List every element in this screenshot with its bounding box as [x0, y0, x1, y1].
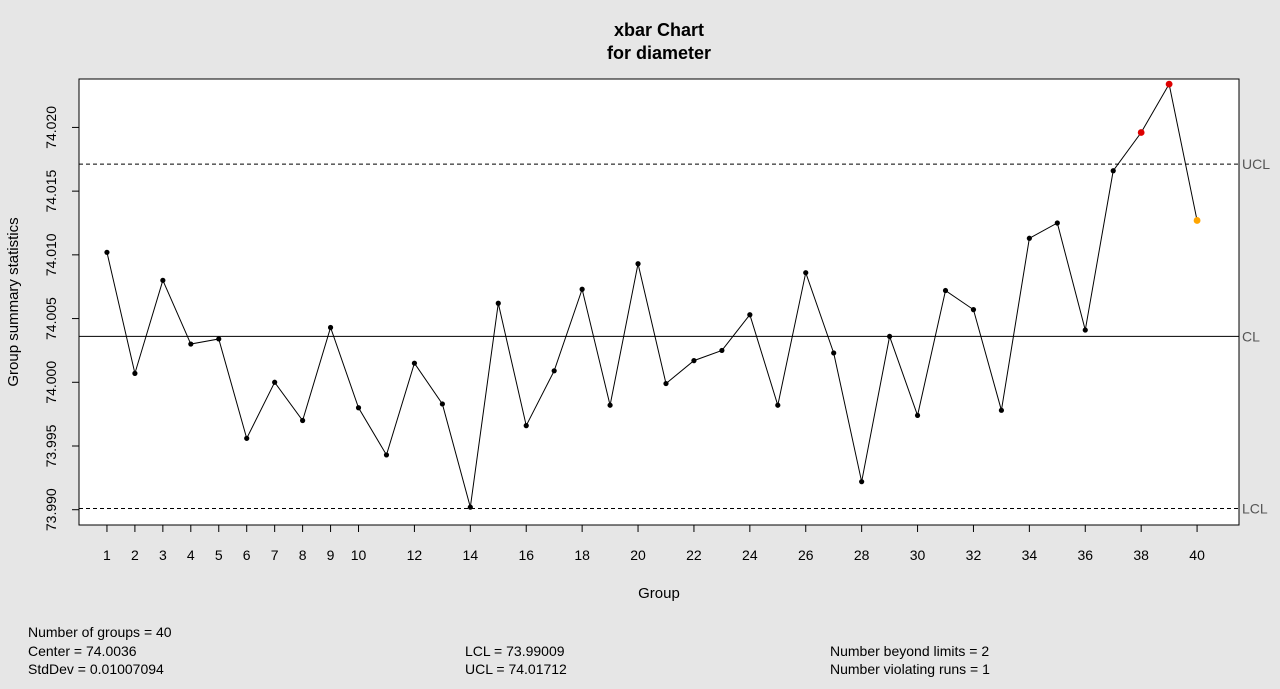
data-point-beyond-limits: [1165, 80, 1173, 88]
chart-subtitle: for diameter: [607, 43, 711, 63]
x-tick-label: 8: [299, 547, 307, 563]
ucl-label: UCL: [1242, 156, 1270, 172]
x-tick-label: 30: [910, 547, 926, 563]
data-point: [495, 300, 501, 306]
x-tick-label: 5: [215, 547, 223, 563]
data-point: [775, 402, 781, 408]
x-tick-label: 12: [407, 547, 423, 563]
data-point: [551, 368, 557, 374]
x-tick-label: 26: [798, 547, 814, 563]
stat-beyond-limits: Number beyond limits = 2: [830, 642, 990, 659]
stat-stddev: StdDev = 0.01007094: [28, 661, 164, 677]
chart-title: xbar Chart: [614, 20, 704, 40]
data-point: [439, 401, 445, 407]
lcl-label: LCL: [1242, 501, 1268, 517]
x-tick-label: 28: [854, 547, 870, 563]
data-points: [104, 80, 1201, 510]
data-point: [411, 360, 418, 366]
y-axis: 73.990 73.995 74.000 74.005 74.010 74.015 74.0…: [43, 106, 80, 531]
stats-left: Number of groups = 40 Center = 74.0036 S…: [28, 623, 172, 679]
data-point: [300, 417, 306, 424]
x-tick-label: 6: [243, 547, 251, 563]
stats-right: Number beyond limits = 2 Number violatin…: [830, 642, 990, 679]
x-tick-label: 20: [630, 547, 646, 563]
data-point: [1054, 220, 1060, 226]
data-point: [691, 358, 697, 364]
data-point: [663, 380, 669, 387]
cl-label: CL: [1242, 328, 1260, 344]
data-point: [579, 286, 585, 292]
stat-ucl: UCL = 74.01712: [465, 661, 567, 677]
data-point: [104, 249, 110, 255]
data-point: [831, 350, 837, 356]
data-point: [747, 312, 753, 318]
data-point: [132, 370, 138, 376]
data-point: [887, 333, 893, 340]
data-point: [942, 287, 949, 294]
data-point: [188, 341, 194, 347]
x-tick-label: 2: [131, 547, 139, 563]
x-tick-label: 18: [574, 547, 590, 563]
x-tick-label: 24: [742, 547, 758, 563]
x-tick-label: 34: [1022, 547, 1038, 563]
x-tick-label: 4: [187, 547, 195, 563]
x-axis: 1 2 3 4 5 6 7 8 9 10 12 14 16 18 20 22 24 26 28 30 32 34 36 38 4…: [103, 524, 1205, 563]
x-tick-label: 1: [103, 547, 111, 563]
data-point: [859, 479, 865, 485]
y-tick-label: 73.995: [43, 424, 59, 467]
data-point: [355, 405, 362, 411]
data-point: [607, 402, 613, 408]
y-tick-label: 74.000: [43, 361, 59, 404]
x-tick-label: 32: [966, 547, 982, 563]
y-tick-label: 74.005: [43, 297, 59, 340]
stats-middle: LCL = 73.99009 UCL = 74.01712: [465, 642, 567, 679]
data-point-beyond-limits: [1137, 129, 1145, 136]
data-point: [1026, 235, 1032, 241]
x-tick-label: 10: [351, 547, 367, 563]
x-tick-label: 7: [271, 547, 279, 563]
data-point: [216, 336, 222, 342]
x-tick-label: 14: [463, 547, 479, 563]
x-tick-label: 38: [1133, 547, 1149, 563]
data-point: [244, 435, 250, 441]
series-polyline: [106, 82, 1198, 508]
y-axis-label: Group summary statistics: [5, 217, 22, 386]
data-point: [803, 270, 809, 276]
stat-center: Center = 74.0036: [28, 642, 137, 659]
data-point: [635, 261, 641, 267]
data-point: [1110, 168, 1116, 174]
stat-number-of-groups: Number of groups = 40: [28, 624, 172, 640]
y-tick-label: 74.020: [43, 106, 59, 149]
data-point-violating-run: [1193, 217, 1201, 224]
x-tick-label: 9: [327, 547, 335, 563]
x-tick-label: 3: [159, 547, 167, 563]
data-point: [523, 423, 529, 429]
data-point: [970, 307, 977, 313]
data-point: [914, 412, 921, 419]
stat-lcl: LCL = 73.99009: [465, 642, 565, 659]
data-point: [272, 379, 278, 385]
plot-area: [78, 78, 1240, 526]
x-tick-label: 22: [686, 547, 702, 563]
x-tick-label: 40: [1189, 547, 1205, 563]
data-point: [327, 324, 334, 331]
y-tick-label: 74.015: [43, 170, 59, 213]
control-limits: UCL CL LCL: [79, 156, 1270, 517]
stat-violating-runs: Number violating runs = 1: [830, 661, 990, 677]
y-tick-label: 74.010: [43, 233, 59, 276]
data-point: [1082, 327, 1088, 333]
data-point: [998, 407, 1005, 413]
data-point: [383, 452, 390, 458]
data-point: [719, 347, 725, 354]
data-point: [467, 504, 473, 510]
series-line: [106, 82, 1198, 508]
x-tick-label: 16: [518, 547, 534, 563]
x-axis-label: Group: [638, 585, 680, 602]
data-point: [160, 277, 166, 283]
y-tick-label: 73.990: [43, 488, 59, 531]
x-tick-label: 36: [1077, 547, 1093, 563]
